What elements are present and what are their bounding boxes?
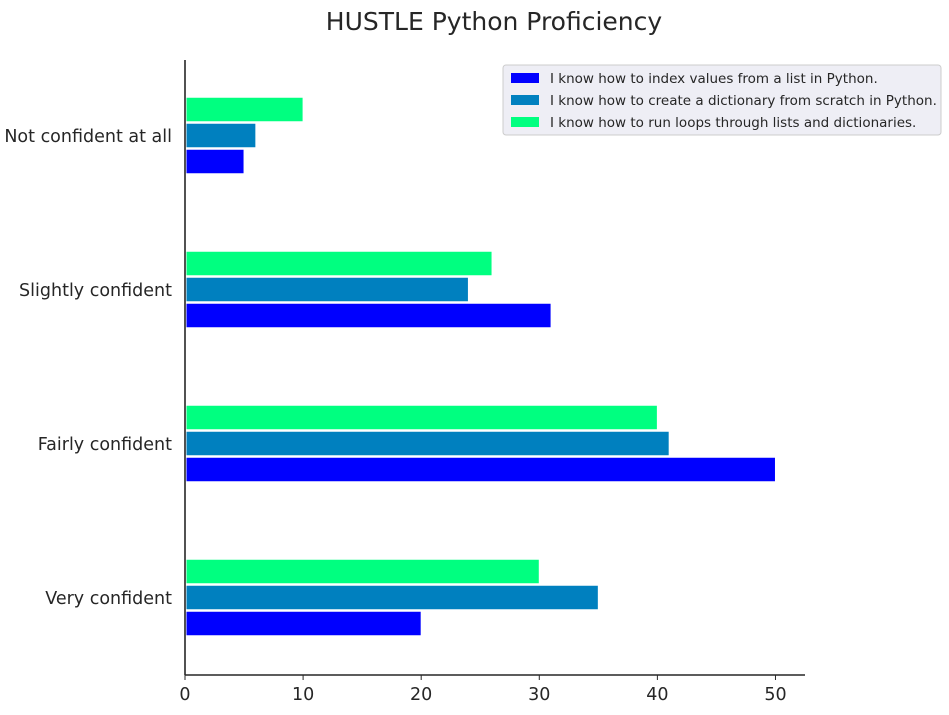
category-label: Slightly confident [19,281,172,301]
legend-box [502,64,942,136]
x-tick-label: 40 [646,685,668,705]
bar [185,96,304,123]
category-label: Not confident at all [4,127,172,147]
legend: I know how to index values from a list i… [502,64,942,136]
x-tick-label: 0 [179,685,190,705]
legend-swatch [511,117,539,127]
legend-entry: I know how to index values from a list i… [550,71,878,87]
x-tick-label: 50 [764,685,786,705]
bar [185,276,469,303]
legend-swatch [511,73,539,83]
bar [185,610,422,637]
x-axis-ticks: 0 10 20 30 40 50 [179,675,787,705]
bar [185,148,245,175]
bar [185,430,670,457]
category-label: Fairly confident [38,435,172,455]
x-tick-label: 30 [528,685,550,705]
category-labels: Very confident Fairly confident Slightly c… [4,127,172,609]
bar [185,302,552,329]
bars-group [185,96,776,637]
category-label: Very confident [45,589,172,609]
bar [185,558,540,585]
bar [185,456,776,483]
bar [185,122,257,149]
legend-swatch [511,95,539,105]
x-tick-label: 20 [410,685,432,705]
bar [185,250,493,277]
legend-entry: I know how to create a dictionary from s… [550,93,937,109]
legend-entry: I know how to run loops through lists an… [550,115,916,131]
bar [185,584,599,611]
chart-title: HUSTLE Python Proficiency [326,7,663,36]
bar [185,404,658,431]
x-tick-label: 10 [292,685,314,705]
